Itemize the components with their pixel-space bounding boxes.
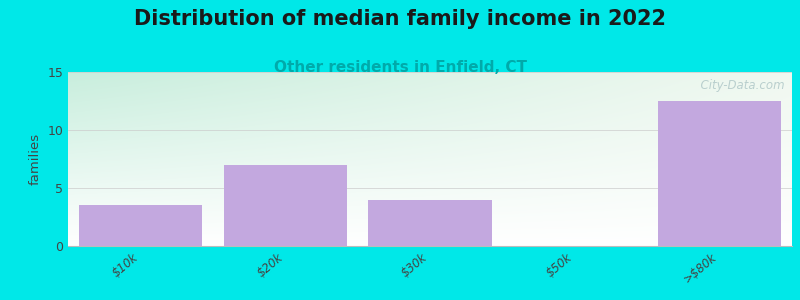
Bar bbox=[369, 200, 491, 246]
Y-axis label: families: families bbox=[29, 133, 42, 185]
Text: City-Data.com: City-Data.com bbox=[693, 79, 785, 92]
Bar bbox=[224, 165, 346, 246]
Text: Other residents in Enfield, CT: Other residents in Enfield, CT bbox=[274, 60, 526, 75]
Text: Distribution of median family income in 2022: Distribution of median family income in … bbox=[134, 9, 666, 29]
Bar bbox=[658, 101, 781, 246]
Bar bbox=[79, 206, 202, 246]
